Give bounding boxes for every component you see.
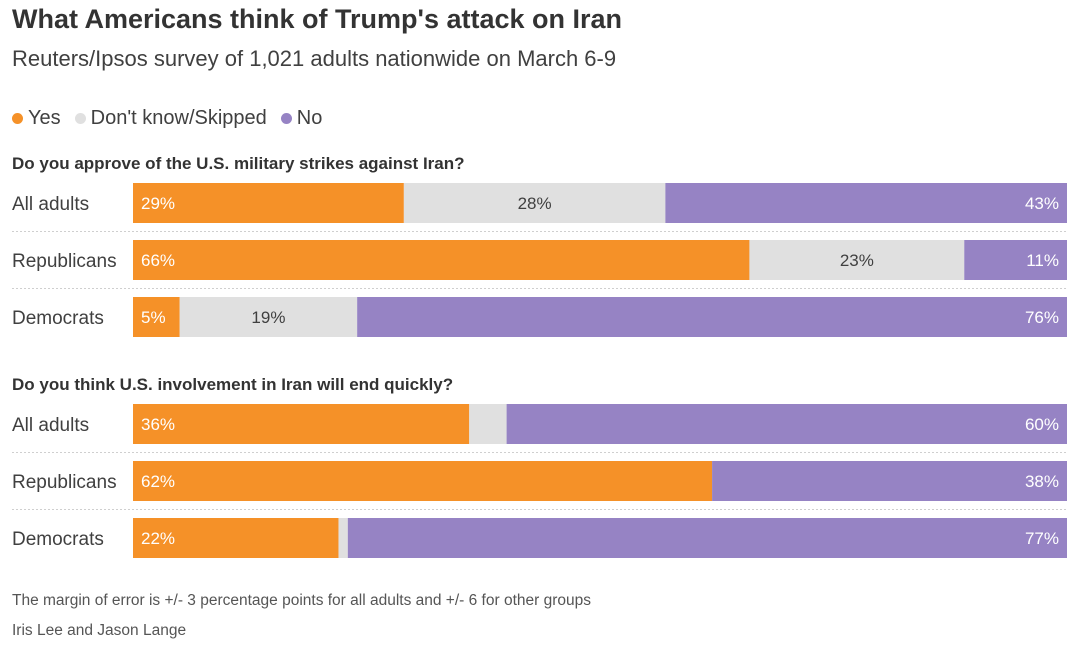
- footnote: The margin of error is +/- 3 percentage …: [12, 592, 591, 609]
- data-label: 29%: [141, 194, 175, 213]
- legend-label-yes: Yes: [28, 106, 61, 129]
- row-label: Democrats: [12, 529, 104, 550]
- data-label: 36%: [141, 415, 175, 434]
- bar-segment-yes: [133, 297, 180, 337]
- bar-segment-no: [347, 518, 1067, 558]
- row-label: Republicans: [12, 251, 117, 272]
- legend-item-yes: Yes: [12, 107, 61, 130]
- data-label: 19%: [251, 308, 285, 327]
- data-label: 62%: [141, 472, 175, 491]
- row-label: All adults: [12, 194, 89, 215]
- data-label: 22%: [141, 529, 175, 548]
- bar-segment-yes: [133, 518, 339, 558]
- bar-segment-don-t-know-skipped: [403, 183, 666, 223]
- stacked-bar-chart: Do you approve of the U.S. military stri…: [12, 154, 1068, 558]
- data-label: 28%: [518, 194, 552, 213]
- row-label: Republicans: [12, 472, 117, 493]
- question-2: Do you think U.S. involvement in Iran wi…: [12, 375, 453, 394]
- data-label: 11%: [1026, 251, 1059, 270]
- bar-segment-yes: [133, 183, 404, 223]
- chart-subtitle: Reuters/Ipsos survey of 1,021 adults nat…: [12, 46, 617, 71]
- data-label: 66%: [141, 251, 175, 270]
- legend-label-dont-know: Don't know/Skipped: [90, 106, 267, 129]
- bar-segment-yes: [133, 240, 750, 280]
- data-label: 76%: [1025, 308, 1059, 327]
- bar-segment-no: [506, 404, 1068, 444]
- row-label: All adults: [12, 415, 89, 436]
- data-label: 60%: [1025, 415, 1059, 434]
- credit-line: Iris Lee and Jason Lange: [12, 622, 187, 639]
- bar-segment-don-t-know-skipped: [179, 297, 358, 337]
- legend-swatch-dont-know: [74, 112, 86, 124]
- data-label: 23%: [840, 251, 874, 270]
- legend-item-dont-know: Don't know/Skipped: [74, 106, 267, 130]
- data-label: 5%: [141, 308, 166, 327]
- data-label: 38%: [1025, 472, 1059, 491]
- legend: Yes Don't know/Skipped No: [12, 104, 336, 132]
- bar-segment-no: [712, 461, 1067, 501]
- bar-segment-don-t-know-skipped: [749, 240, 965, 280]
- data-label: 77%: [1025, 529, 1059, 548]
- question-1: Do you approve of the U.S. military stri…: [12, 154, 465, 173]
- bar-segment-yes: [133, 404, 470, 444]
- legend-swatch-no: [280, 112, 292, 124]
- bar-segment-no: [665, 183, 1067, 223]
- bar-segment-don-t-know-skipped: [469, 404, 507, 444]
- legend-swatch-yes: [12, 112, 23, 124]
- bar-segment-no: [357, 297, 1067, 337]
- chart-title: What Americans think of Trump's attack o…: [12, 4, 623, 34]
- bar-segment-no: [964, 240, 1067, 280]
- data-label: 43%: [1025, 194, 1059, 213]
- legend-label-no: No: [296, 106, 323, 129]
- row-label: Democrats: [12, 308, 104, 329]
- bar-segment-yes: [133, 461, 713, 501]
- bar-segment-don-t-know-skipped: [338, 518, 348, 558]
- legend-item-no: No: [280, 106, 323, 130]
